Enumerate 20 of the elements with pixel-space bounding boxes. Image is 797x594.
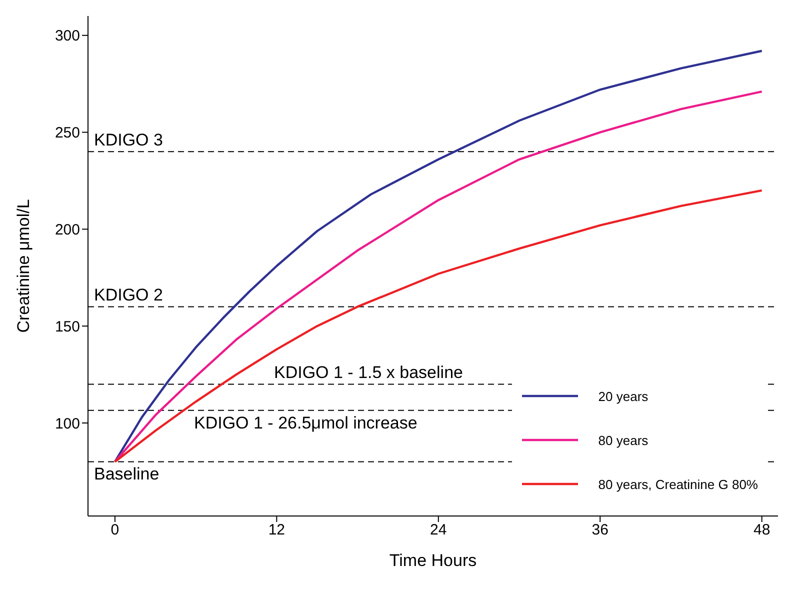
ref-line-label: KDIGO 1 - 1.5 x baseline <box>274 363 463 382</box>
ref-line-label: KDIGO 1 - 26.5μmol increase <box>194 413 418 432</box>
y-tick-label: 100 <box>54 415 80 432</box>
y-tick-label: 250 <box>54 124 80 142</box>
legend-label: 20 years <box>598 388 648 404</box>
ref-line-label: KDIGO 3 <box>94 130 163 150</box>
legend-label: 80 years, Creatinine G 80% <box>598 476 758 492</box>
y-tick-label: 300 <box>54 28 80 45</box>
y-axis-title: Creatinine μmol/L <box>14 199 34 333</box>
x-tick-label: 48 <box>753 522 770 539</box>
x-tick-label: 24 <box>430 522 447 539</box>
x-tick-label: 12 <box>268 522 286 539</box>
y-tick-label: 150 <box>54 318 80 336</box>
ref-line-label: Baseline <box>94 464 160 484</box>
y-tick-label: 200 <box>54 222 80 239</box>
x-tick-label: 0 <box>110 522 120 539</box>
x-tick-label: 36 <box>592 522 608 539</box>
legend-label: 80 years <box>598 432 648 448</box>
ref-line-label: KDIGO 2 <box>94 286 163 305</box>
x-axis-title: Time Hours <box>389 551 477 570</box>
